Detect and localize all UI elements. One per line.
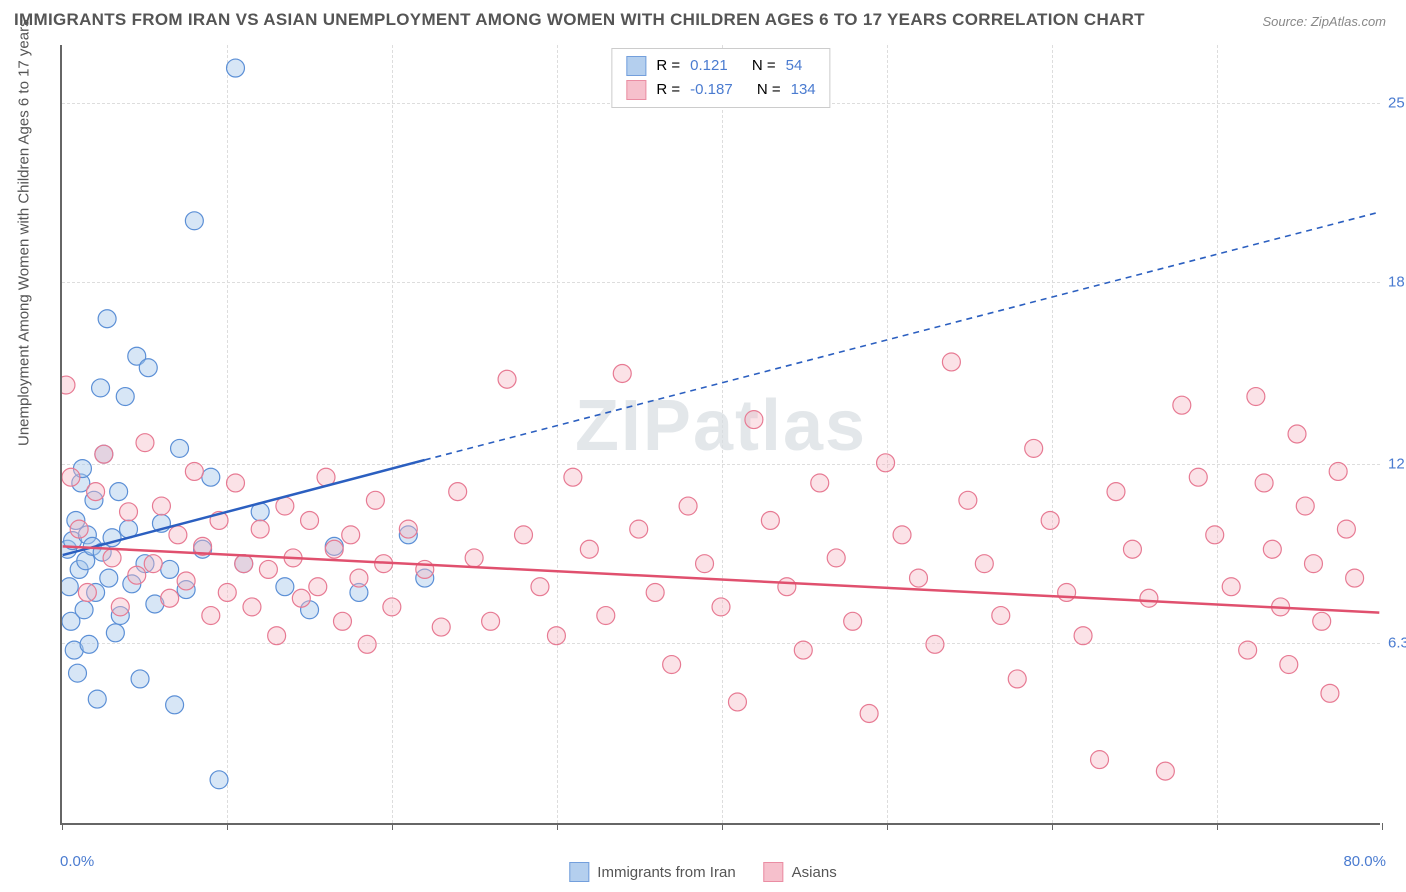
swatch-series2 bbox=[626, 80, 646, 100]
legend-label-2: Asians bbox=[792, 864, 837, 881]
n-value-1: 54 bbox=[786, 54, 803, 78]
legend-item-series1: Immigrants from Iran bbox=[569, 862, 735, 882]
stats-row-series1: R = 0.121 N = 54 bbox=[626, 54, 815, 78]
n-label: N = bbox=[757, 78, 781, 102]
source-credit: Source: ZipAtlas.com bbox=[1262, 14, 1386, 29]
x-axis-start: 0.0% bbox=[60, 853, 94, 870]
correlation-chart: IMMIGRANTS FROM IRAN VS ASIAN UNEMPLOYME… bbox=[0, 0, 1406, 892]
n-value-2: 134 bbox=[791, 78, 816, 102]
plot-area: ZIPatlas R = 0.121 N = 54 R = -0.187 N =… bbox=[60, 45, 1380, 825]
swatch-series2-b bbox=[764, 862, 784, 882]
legend-label-1: Immigrants from Iran bbox=[597, 864, 735, 881]
y-tick-label: 12.5% bbox=[1388, 455, 1406, 472]
y-tick-label: 6.3% bbox=[1388, 635, 1406, 652]
r-label: R = bbox=[656, 78, 680, 102]
swatch-series1-b bbox=[569, 862, 589, 882]
legend-item-series2: Asians bbox=[764, 862, 837, 882]
y-axis-label: Unemployment Among Women with Children A… bbox=[16, 19, 33, 446]
swatch-series1 bbox=[626, 56, 646, 76]
stats-legend: R = 0.121 N = 54 R = -0.187 N = 134 bbox=[611, 48, 830, 108]
r-value-2: -0.187 bbox=[690, 78, 733, 102]
r-label: R = bbox=[656, 54, 680, 78]
r-value-1: 0.121 bbox=[690, 54, 728, 78]
stats-row-series2: R = -0.187 N = 134 bbox=[626, 78, 815, 102]
series-legend: Immigrants from Iran Asians bbox=[569, 862, 836, 882]
x-axis-end: 80.0% bbox=[1343, 853, 1386, 870]
n-label: N = bbox=[752, 54, 776, 78]
y-tick-label: 18.8% bbox=[1388, 273, 1406, 290]
y-tick-label: 25.0% bbox=[1388, 94, 1406, 111]
chart-title: IMMIGRANTS FROM IRAN VS ASIAN UNEMPLOYME… bbox=[14, 10, 1145, 30]
trend-lines-layer bbox=[62, 45, 1380, 823]
